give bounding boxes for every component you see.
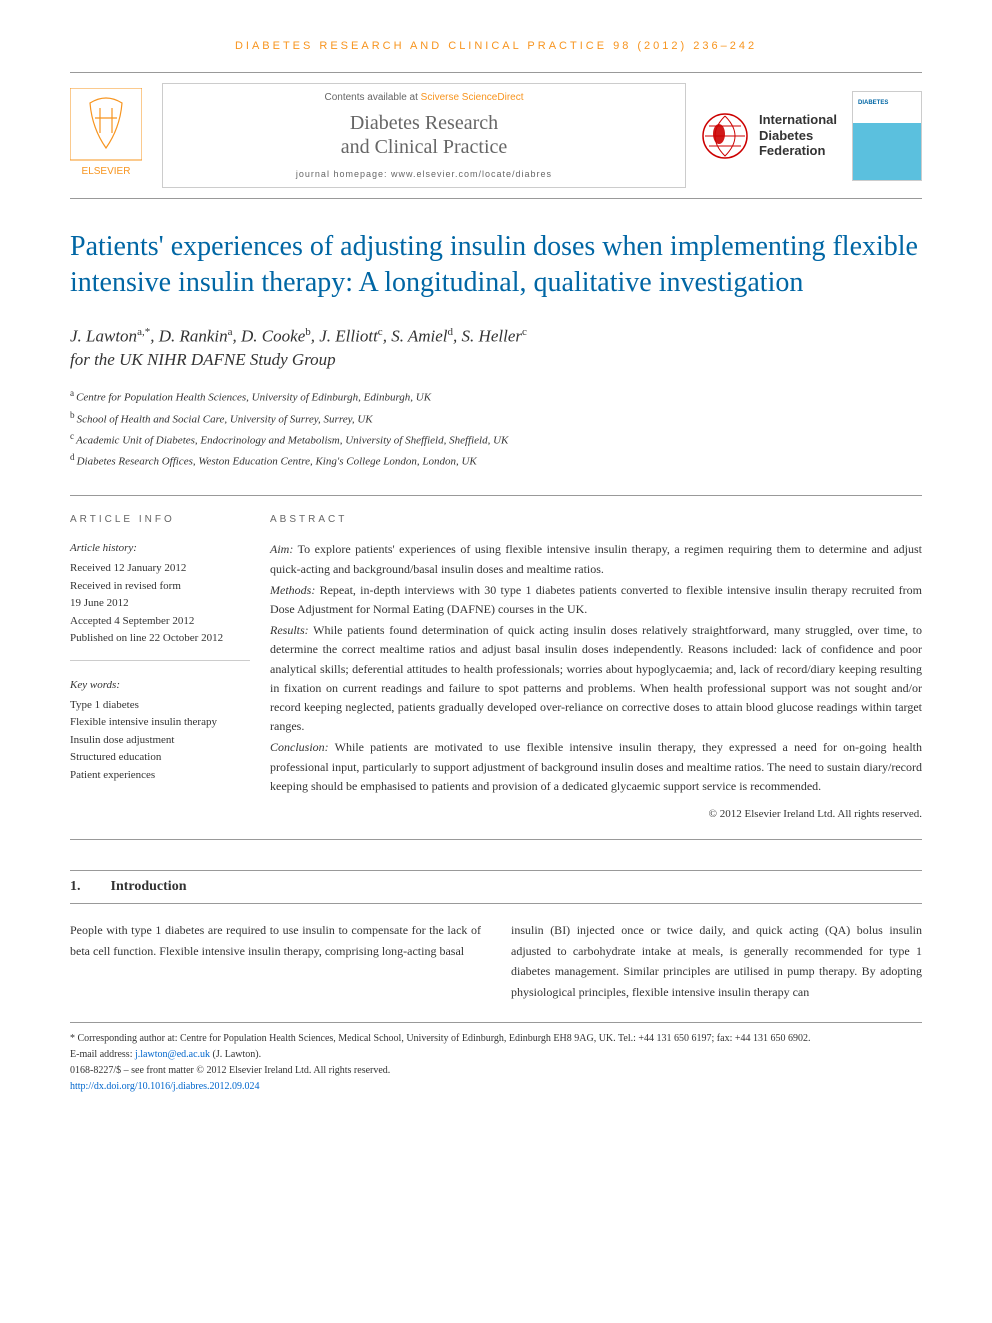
results-label: Results: xyxy=(270,623,309,637)
svg-text:ELSEVIER: ELSEVIER xyxy=(82,166,131,177)
abstract-column: ABSTRACT Aim: To explore patients' exper… xyxy=(270,512,922,823)
elsevier-logo: ELSEVIER xyxy=(70,88,162,183)
aim-text: To explore patients' experiences of usin… xyxy=(270,542,922,575)
conclusion-label: Conclusion: xyxy=(270,740,329,754)
journal-name: Diabetes Researchand Clinical Practice xyxy=(175,111,673,159)
article-info-label: ARTICLE INFO xyxy=(70,512,250,528)
corresponding-author: * Corresponding author at: Centre for Po… xyxy=(70,1031,922,1047)
article-title: Patients' experiences of adjusting insul… xyxy=(70,229,922,302)
running-header: DIABETES RESEARCH AND CLINICAL PRACTICE … xyxy=(70,40,922,52)
footer-block: * Corresponding author at: Centre for Po… xyxy=(70,1022,922,1095)
intro-heading: 1.Introduction xyxy=(70,870,922,904)
methods-text: Repeat, in-depth interviews with 30 type… xyxy=(270,583,922,616)
journal-homepage: journal homepage: www.elsevier.com/locat… xyxy=(175,169,673,179)
results-text: While patients found determination of qu… xyxy=(270,623,922,733)
issn-line: 0168-8227/$ – see front matter © 2012 El… xyxy=(70,1063,922,1079)
email-link[interactable]: j.lawton@ed.ac.uk xyxy=(135,1049,210,1060)
methods-label: Methods: xyxy=(270,583,315,597)
idf-logo-icon xyxy=(701,112,749,160)
masthead: ELSEVIER Contents available at Sciverse … xyxy=(70,72,922,199)
conclusion-text: While patients are motivated to use flex… xyxy=(270,740,922,792)
idf-text: InternationalDiabetesFederation xyxy=(759,112,837,159)
study-group: for the UK NIHR DAFNE Study Group xyxy=(70,350,922,370)
journal-title-block: Contents available at Sciverse ScienceDi… xyxy=(162,83,686,188)
abstract-copyright: © 2012 Elsevier Ireland Ltd. All rights … xyxy=(270,806,922,824)
sciencedirect-link[interactable]: Sciverse ScienceDirect xyxy=(421,92,524,103)
intro-col1: People with type 1 diabetes are required… xyxy=(70,920,481,1002)
article-info-column: ARTICLE INFO Article history: Received 1… xyxy=(70,512,270,823)
contents-available: Contents available at Sciverse ScienceDi… xyxy=(175,92,673,103)
keywords-block: Key words: Type 1 diabetesFlexible inten… xyxy=(70,677,250,797)
email-line: E-mail address: j.lawton@ed.ac.uk (J. La… xyxy=(70,1047,922,1063)
abstract-label: ABSTRACT xyxy=(270,512,922,528)
idf-block: InternationalDiabetesFederation xyxy=(701,112,837,160)
journal-cover-thumb xyxy=(852,91,922,181)
introduction-section: 1.Introduction People with type 1 diabet… xyxy=(70,870,922,1002)
author-list: J. Lawtona,*, D. Rankina, D. Cookeb, J. … xyxy=(70,326,922,347)
doi-link[interactable]: http://dx.doi.org/10.1016/j.diabres.2012… xyxy=(70,1081,260,1092)
article-history: Article history: Received 12 January 201… xyxy=(70,540,250,661)
aim-label: Aim: xyxy=(270,542,293,556)
affiliations: aCentre for Population Health Sciences, … xyxy=(70,386,922,471)
intro-col2: insulin (BI) injected once or twice dail… xyxy=(511,920,922,1002)
